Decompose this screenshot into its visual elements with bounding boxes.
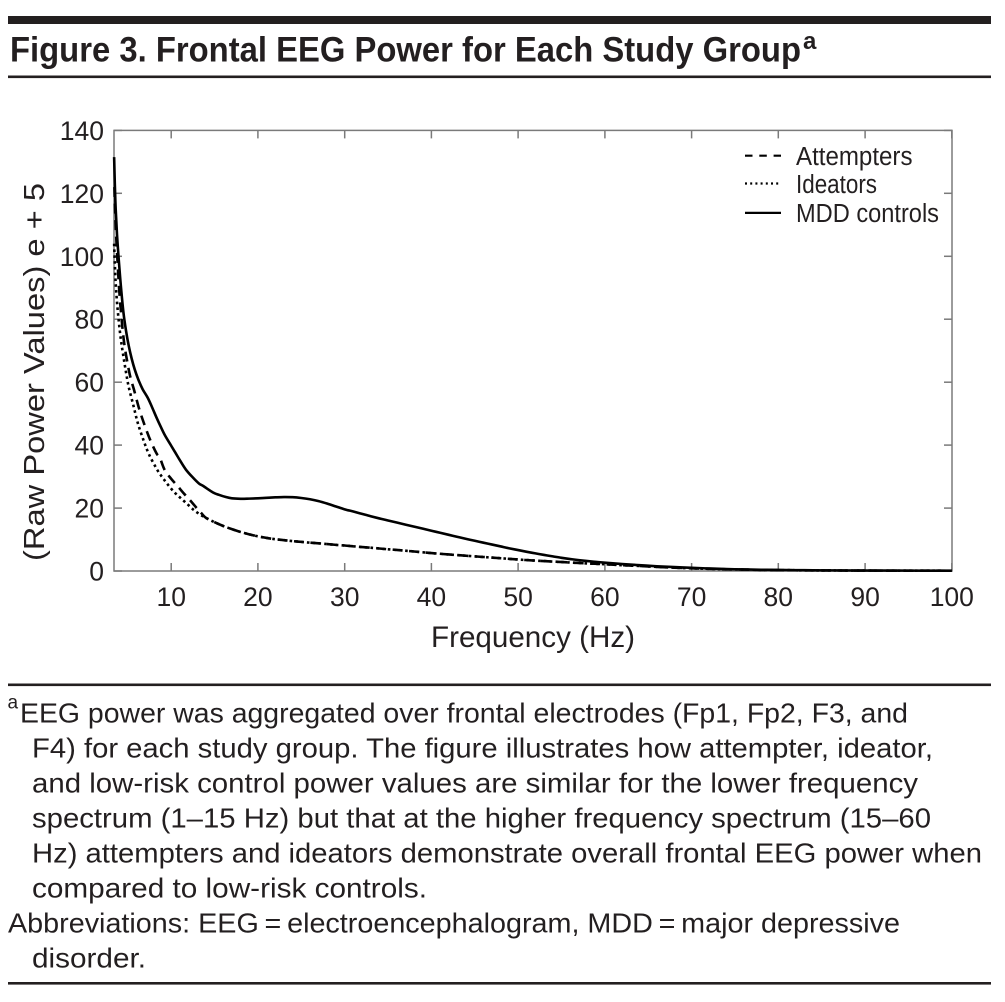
title-rule	[8, 75, 991, 79]
footnote-line: F4) for each study group. The figure ill…	[32, 732, 933, 763]
x-tick-label: 60	[590, 582, 619, 612]
y-tick-label: 40	[75, 431, 104, 461]
y-tick-label: 0	[89, 557, 104, 587]
legend-label: Attempters	[796, 143, 913, 171]
x-tick-label: 40	[417, 582, 446, 612]
legend-label: MDD controls	[796, 200, 939, 228]
footnote-line: EEG power was aggregated over frontal el…	[20, 697, 908, 728]
y-tick-label: 20	[75, 494, 104, 524]
bottom-rule	[8, 982, 991, 985]
x-tick-label: 100	[930, 582, 974, 612]
series-attempters	[113, 187, 952, 573]
axis-tick-labels: 10 20 30 40 50 60 70 80 90 100 0 20 40 60 80 100 120 140	[60, 116, 974, 612]
x-axis-label: Frequency (Hz)	[431, 621, 635, 654]
footnote-marker: a	[8, 693, 19, 714]
x-tick-label: 80	[764, 582, 793, 612]
x-tick-label: 70	[677, 582, 706, 612]
y-tick-label: 140	[60, 116, 104, 146]
series-mdd-controls	[112, 157, 952, 572]
y-axis-label: (Raw Power Values) e + 5	[19, 183, 51, 561]
y-tick-label: 120	[60, 179, 104, 209]
footnote-line: spectrum (1–15 Hz) but that at the highe…	[32, 802, 931, 833]
footnote-line: and low-risk control power values are si…	[32, 767, 918, 798]
plot-box	[113, 129, 953, 572]
footnote-line: disorder.	[32, 942, 146, 973]
x-tick-label: 10	[156, 582, 185, 612]
figure-title: Figure 3. Frontal EEG Power for Each Stu…	[10, 31, 801, 70]
y-tick-label: 60	[75, 368, 104, 398]
y-tick-label: 100	[60, 242, 104, 272]
footnote-line: Abbreviations: EEG = electroencephalogra…	[8, 907, 900, 938]
figure-title-superscript: a	[803, 28, 817, 55]
x-tick-label: 20	[243, 582, 272, 612]
footnote-rule	[8, 683, 991, 687]
x-tick-label: 50	[503, 582, 532, 612]
x-tick-label: 30	[330, 582, 359, 612]
footnote-line: Hz) attempters and ideators demonstrate …	[32, 837, 982, 868]
chart-curves	[112, 157, 952, 573]
footnote-line: compared to low-risk controls.	[32, 872, 427, 903]
y-tick-label: 80	[75, 305, 104, 335]
x-tick-label: 90	[850, 582, 879, 612]
figure-footnote: EEG power was aggregated over frontal el…	[8, 697, 982, 973]
series-ideators	[112, 243, 952, 573]
top-rule	[8, 16, 991, 24]
legend-label: Ideators	[796, 171, 877, 199]
plot-frame	[113, 129, 953, 572]
